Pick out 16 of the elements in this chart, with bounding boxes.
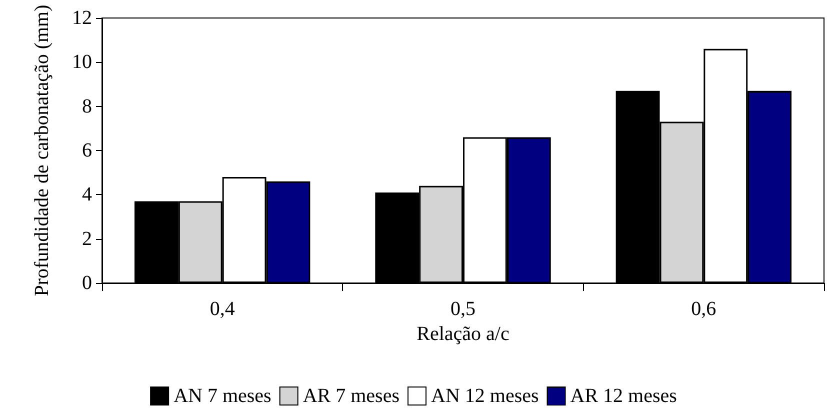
- legend-label: AN 7 meses: [174, 385, 272, 407]
- y-tick-label: 0: [82, 272, 92, 294]
- y-tick-label: 4: [82, 184, 92, 206]
- y-tick-label: 10: [72, 51, 92, 74]
- legend-label: AR 12 meses: [570, 385, 678, 407]
- x-tick-label: 0,5: [450, 298, 476, 320]
- x-tick-label: 0,4: [210, 298, 235, 320]
- x-axis-title: Relação a/c: [416, 322, 510, 345]
- y-axis-title: Profundidade de carbonatação (mm): [31, 4, 53, 296]
- y-tick-label: 2: [82, 228, 92, 250]
- y-tick-label: 12: [72, 7, 92, 29]
- legend-label: AR 7 meses: [302, 385, 400, 407]
- y-tick-label: 8: [82, 95, 92, 118]
- y-tick-label: 6: [82, 140, 92, 162]
- x-tick-label: 0,6: [691, 298, 716, 320]
- legend-label: AN 12 meses: [431, 385, 539, 407]
